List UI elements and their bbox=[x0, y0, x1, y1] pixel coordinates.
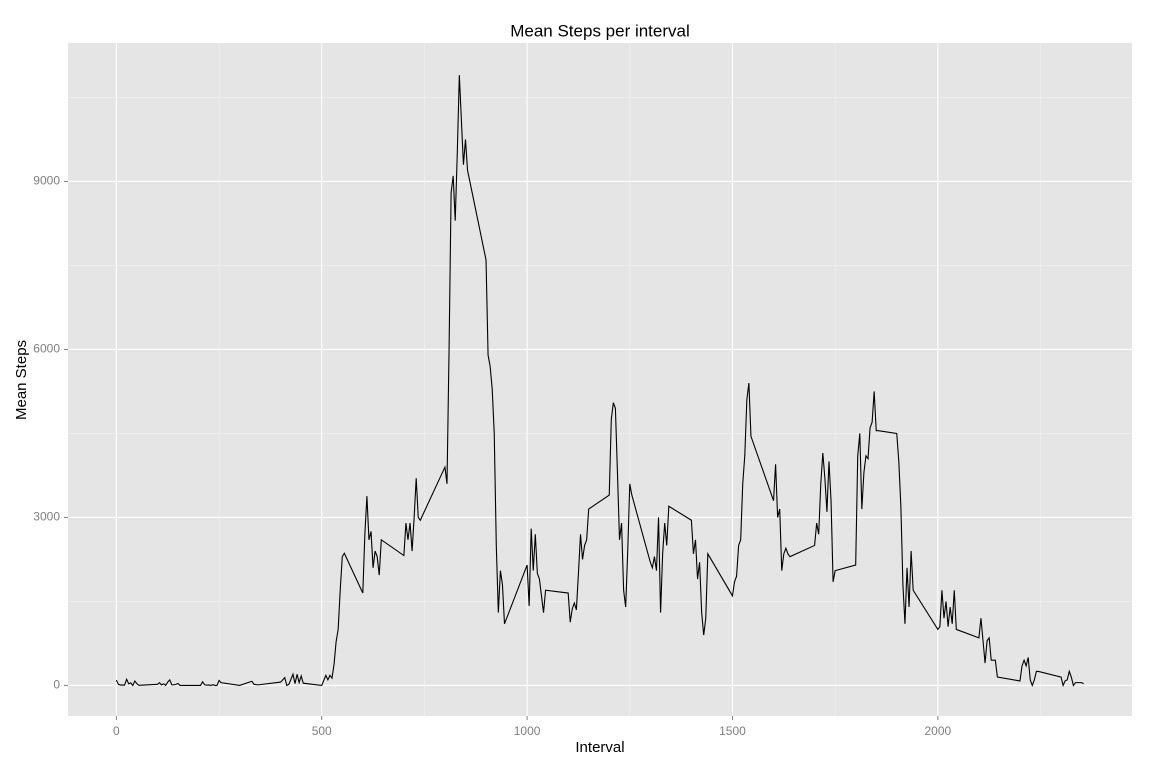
y-tick-label: 0 bbox=[53, 678, 60, 692]
y-axis-label: Mean Steps bbox=[13, 340, 30, 420]
x-axis-label: Interval bbox=[575, 739, 624, 756]
x-tick-label: 2000 bbox=[924, 724, 951, 738]
y-tick-label: 3000 bbox=[33, 510, 60, 524]
y-tick-label: 9000 bbox=[33, 174, 60, 188]
x-tick-label: 0 bbox=[113, 724, 120, 738]
x-tick-label: 1500 bbox=[719, 724, 746, 738]
data-line bbox=[115, 75, 1084, 688]
y-tick-label: 6000 bbox=[33, 342, 60, 356]
x-tick-label: 500 bbox=[312, 724, 332, 738]
panel bbox=[68, 43, 1132, 716]
chart-title: Mean Steps per interval bbox=[510, 21, 690, 40]
x-tick-label: 1000 bbox=[514, 724, 541, 738]
